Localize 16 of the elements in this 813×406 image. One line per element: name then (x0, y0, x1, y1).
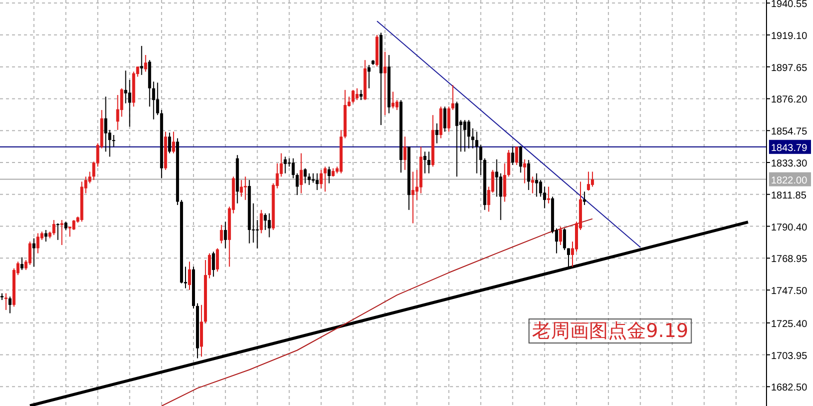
y-tick-label: 1833.30 (771, 158, 808, 170)
y-tick-label: 1747.50 (771, 286, 808, 298)
y-tick-label: 1897.65 (771, 62, 808, 74)
y-tick-label: 1768.95 (771, 254, 808, 266)
y-tick-label: 1919.10 (771, 30, 808, 42)
y-tick-label: 1854.75 (771, 126, 808, 138)
y-tick-label: 1876.20 (771, 94, 808, 106)
y-tick-label: 1790.40 (771, 222, 808, 234)
y-tick-label: 1682.50 (771, 382, 808, 394)
ref-line-label: 1822.00 (771, 175, 808, 186)
y-tick-label: 1703.95 (771, 350, 808, 362)
y-tick-label: 1725.40 (771, 318, 808, 330)
y-tick-label: 1940.55 (771, 0, 808, 10)
annotation: 老周画图点金9.19 (528, 318, 692, 344)
y-tick-label: 1811.85 (771, 190, 807, 202)
ref-line-label: 1843.79 (771, 142, 808, 154)
